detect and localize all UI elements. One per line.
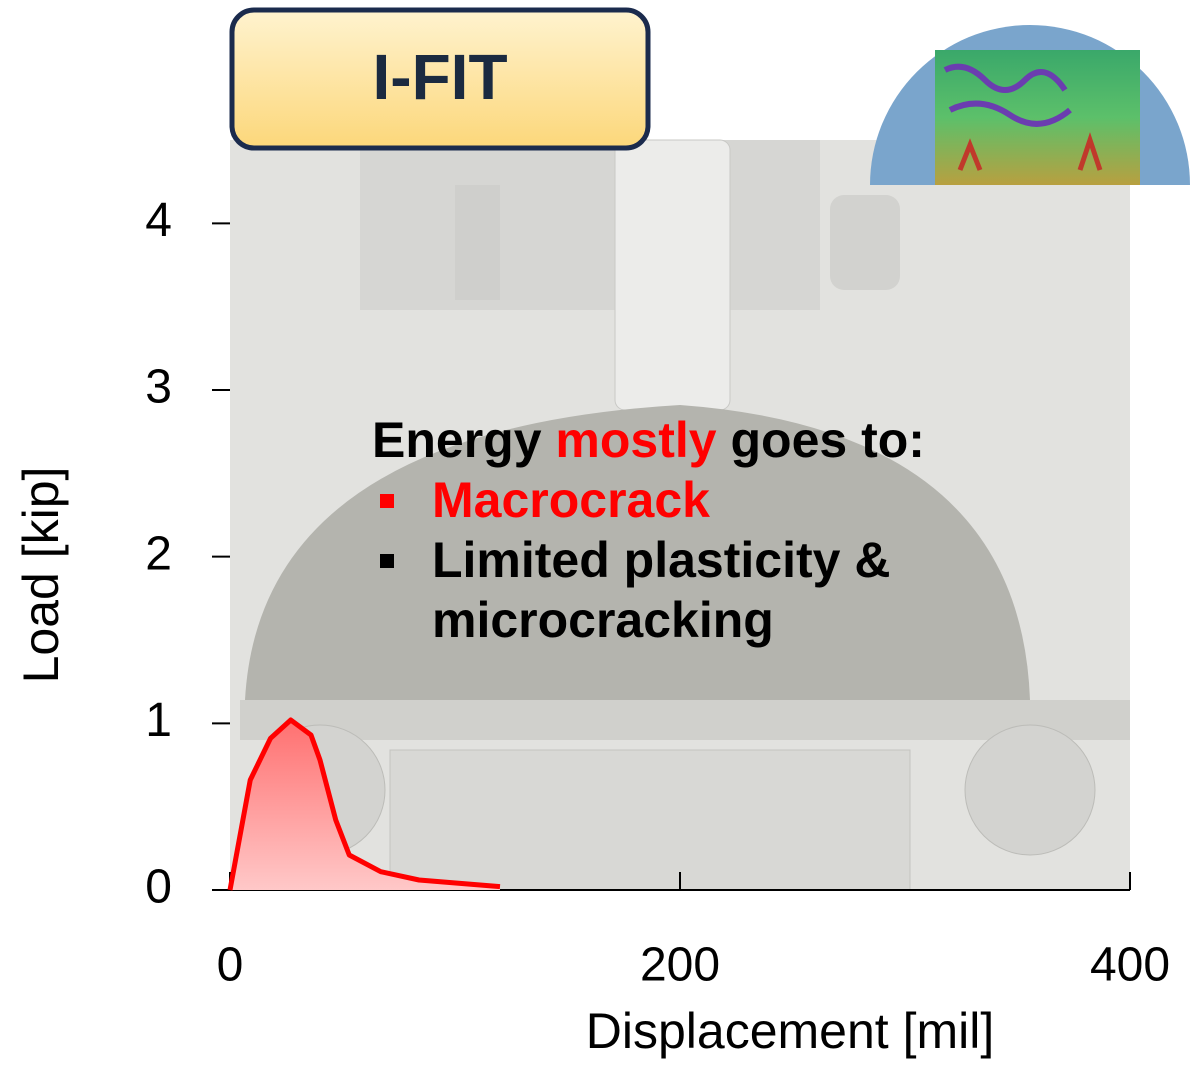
heading-word: goes to: <box>731 412 925 468</box>
bullet-text: Macrocrack <box>432 472 710 528</box>
annotation-heading: Energy mostly goes to: <box>372 410 1092 470</box>
bullet-marker <box>380 494 394 508</box>
y-axis-label: Load [kip] <box>13 467 69 684</box>
heading-highlight: mostly <box>555 412 716 468</box>
bullet-text: Limited plasticity & microcracking <box>432 532 890 648</box>
heading-word: Energy <box>372 412 542 468</box>
y-tick-label: 4 <box>145 194 172 247</box>
page: I-FIT Displacement [mil] Load [kip] 0 1 2 3… <box>0 0 1192 1066</box>
y-tick-label: 1 <box>145 694 172 747</box>
bullet-marker <box>380 554 394 568</box>
x-tick-label: 200 <box>640 939 720 992</box>
chart-title: I-FIT <box>372 41 507 113</box>
bullet: Limited plasticity & microcracking <box>372 530 1092 650</box>
y-tick-label: 0 <box>145 861 172 914</box>
bullet: Macrocrack <box>372 470 1092 530</box>
y-tick-label: 3 <box>145 361 172 414</box>
x-axis-label: Displacement [mil] <box>586 1003 994 1059</box>
y-tick-label: 2 <box>145 527 172 580</box>
x-tick-label: 400 <box>1090 939 1170 992</box>
x-tick-label: 0 <box>217 939 244 992</box>
